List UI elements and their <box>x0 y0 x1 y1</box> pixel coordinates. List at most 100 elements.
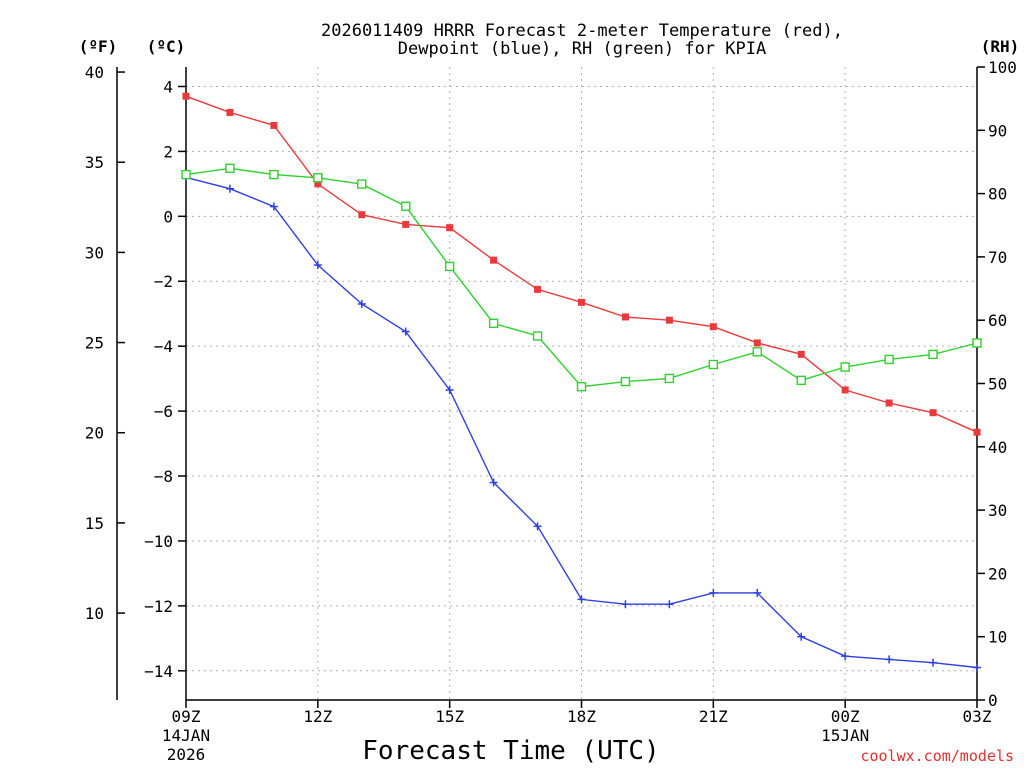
dewpoint-point <box>621 600 630 609</box>
x-tick-label: 15Z <box>435 707 464 726</box>
rh-point <box>664 373 675 384</box>
temperature-point <box>226 108 234 116</box>
rh-point <box>708 359 719 370</box>
rh-point <box>313 173 323 183</box>
rh-point <box>752 347 762 357</box>
x-tick-label: 12Z <box>303 707 332 726</box>
credit-text: coolwx.com/models <box>860 747 1014 765</box>
x-tick-date: 15JAN <box>821 726 869 745</box>
series-temperature <box>182 92 981 436</box>
rh-point <box>532 331 543 341</box>
rh-tick-label: 80 <box>988 185 1007 204</box>
x-tick-label: 00Z <box>831 707 860 726</box>
dewpoint-point <box>445 385 454 394</box>
rh-tick-label: 40 <box>988 438 1007 457</box>
rh-tick-label: 10 <box>988 628 1007 647</box>
rh-point <box>972 338 982 348</box>
temperature-point <box>446 224 454 232</box>
rh-point <box>488 318 499 329</box>
temperature-point <box>402 220 410 228</box>
celsius-tick-label: −6 <box>154 402 173 421</box>
celsius-tick-label: 2 <box>163 142 173 161</box>
rh-tick-label: 70 <box>988 248 1007 267</box>
rh-point <box>620 376 631 387</box>
celsius-tick-label: −4 <box>154 337 173 356</box>
dewpoint-point <box>929 658 938 667</box>
temperature-point <box>665 316 673 324</box>
fahrenheit-tick-label: 35 <box>85 153 104 172</box>
temperature-point <box>358 211 366 219</box>
temperature-point <box>797 350 805 358</box>
dewpoint-point <box>225 184 234 193</box>
rh-tick-label: 60 <box>988 311 1007 330</box>
dewpoint-point <box>401 327 410 336</box>
dewpoint-point <box>665 600 674 609</box>
celsius-tick-label: −14 <box>144 662 173 681</box>
temperature-point <box>182 92 190 100</box>
temperature-point <box>709 323 717 331</box>
dewpoint-point <box>753 588 762 597</box>
rh-point <box>840 362 850 372</box>
rh-tick-label: 0 <box>988 691 998 710</box>
x-tick-label: 09Z <box>172 707 201 726</box>
rh-point <box>576 381 587 392</box>
rh-point <box>884 354 894 365</box>
celsius-tick-label: −12 <box>144 597 173 616</box>
rh-point <box>181 169 191 180</box>
rh-tick-label: 30 <box>988 501 1007 520</box>
temperature-point <box>270 121 278 129</box>
dewpoint-point <box>797 632 806 641</box>
fahrenheit-tick-label: 20 <box>85 424 104 443</box>
unit-celsius-label: (ºC) <box>147 37 186 56</box>
dewpoint-point <box>841 652 850 661</box>
rh-point <box>269 169 279 180</box>
temperature-point <box>929 409 937 417</box>
dewpoint-point <box>709 588 718 597</box>
temperature-point <box>534 285 542 293</box>
temperature-point <box>841 386 849 394</box>
dewpoint-point <box>357 299 366 308</box>
fahrenheit-tick-label: 30 <box>85 243 104 262</box>
temperature-point <box>885 399 893 407</box>
unit-fahrenheit-label: (ºF) <box>79 37 118 56</box>
dewpoint-point <box>489 478 498 487</box>
x-tick-label: 03Z <box>963 707 992 726</box>
fahrenheit-tick-label: 40 <box>85 63 104 82</box>
temperature-point <box>753 339 761 347</box>
dewpoint-point <box>885 655 894 664</box>
x-tick-date: 14JAN <box>162 726 210 745</box>
celsius-tick-label: −2 <box>154 272 173 291</box>
axes: 420−2−4−6−8−10−12−1440353025201510100908… <box>85 58 1017 764</box>
rh-tick-label: 20 <box>988 564 1007 583</box>
fahrenheit-tick-label: 10 <box>85 604 104 623</box>
dewpoint-point <box>973 663 981 672</box>
series-rh <box>181 163 982 392</box>
dewpoint-point <box>577 595 586 604</box>
rh-tick-label: 90 <box>988 121 1007 140</box>
chart-title-line2: Dewpoint (blue), RH (green) for KPIA <box>398 39 766 59</box>
temperature-point <box>973 428 981 436</box>
fahrenheit-tick-label: 15 <box>85 514 104 533</box>
rh-point <box>444 261 455 272</box>
celsius-tick-label: 0 <box>163 207 173 226</box>
temperature-point <box>490 256 498 264</box>
fahrenheit-tick-label: 25 <box>85 334 104 353</box>
rh-tick-label: 50 <box>988 375 1007 394</box>
rh-tick-label: 100 <box>988 58 1017 77</box>
rh-point <box>928 349 938 360</box>
unit-rh-label: (RH) <box>981 37 1020 56</box>
series-dewpoint <box>182 173 981 672</box>
dewpoint-point <box>269 202 278 211</box>
series-layer <box>181 92 982 672</box>
celsius-tick-label: −10 <box>144 532 173 551</box>
x-tick-label: 18Z <box>567 707 596 726</box>
rh-point <box>357 179 367 189</box>
chart-title-line1: 2026011409 HRRR Forecast 2-meter Tempera… <box>321 21 843 41</box>
celsius-tick-label: 4 <box>163 77 173 96</box>
x-tick-label: 21Z <box>699 707 728 726</box>
x-tick-year: 2026 <box>167 745 206 764</box>
dewpoint-point <box>533 522 542 531</box>
x-axis-title: Forecast Time (UTC) <box>362 736 659 766</box>
temperature-point <box>621 313 629 321</box>
